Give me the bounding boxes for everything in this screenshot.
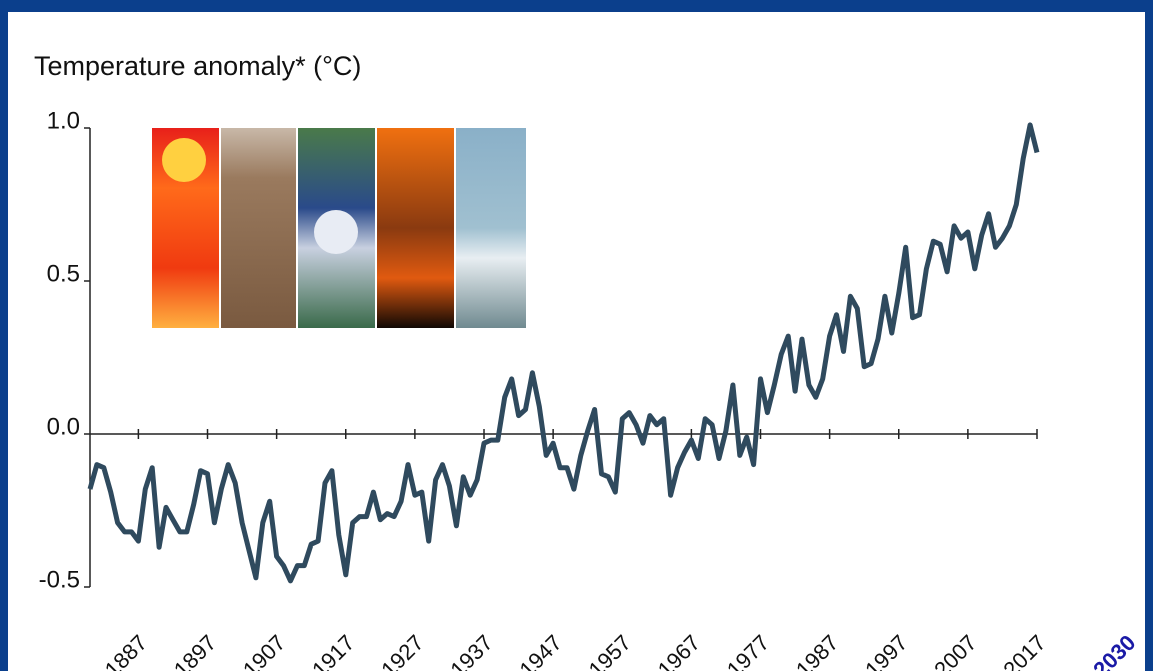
photo-collage [152, 128, 526, 328]
chart: Temperature anomaly* (°C) -0.50.00.51.01… [0, 0, 1153, 671]
plot-background [8, 12, 1145, 671]
y-tick-label: 0.5 [47, 260, 80, 287]
chart-title: Temperature anomaly* (°C) [34, 51, 361, 81]
photo-fire [377, 128, 454, 328]
photo-drought [221, 128, 296, 328]
y-tick-label: 1.0 [47, 107, 80, 134]
photo-storm [314, 210, 358, 254]
photo-sun [162, 138, 206, 182]
y-tick-label: -0.5 [39, 566, 80, 593]
y-tick-label: 0.0 [47, 413, 80, 440]
photo-ice [456, 128, 526, 328]
